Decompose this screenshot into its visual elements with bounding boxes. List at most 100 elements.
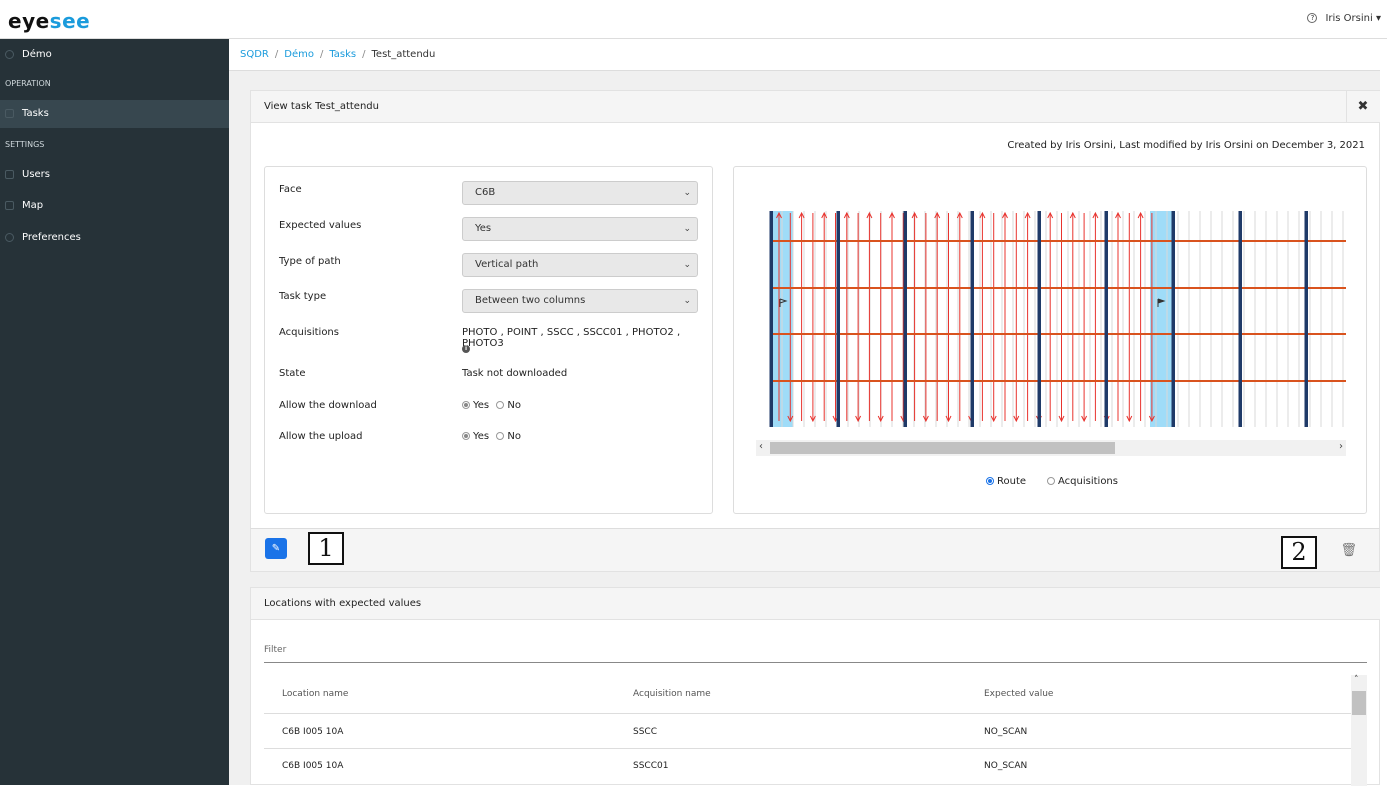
route-arrow xyxy=(855,415,862,423)
eyesee-logo[interactable]: eyesee xyxy=(8,9,91,33)
trash-icon: 🗑 xyxy=(1340,543,1357,558)
task-type-select[interactable]: Between two columns ⌄ xyxy=(462,289,698,313)
user-menu[interactable]: ? Iris Orsini ▾ xyxy=(1307,13,1381,24)
route-arrow xyxy=(956,211,963,219)
route-arrow xyxy=(1024,211,1031,219)
cell-location: C6B I005 10A xyxy=(282,727,344,737)
face-select[interactable]: C6B ⌄ xyxy=(462,181,698,205)
locations-panel: Locations with expected values Filter Lo… xyxy=(250,587,1381,786)
route-arrow xyxy=(877,415,884,423)
map-icon xyxy=(5,201,14,210)
sidebar-item-label: Users xyxy=(22,169,51,180)
route-arrow xyxy=(1013,415,1020,423)
breadcrumb: SQDR / Démo / Tasks / Test_attendu xyxy=(229,39,1387,71)
main-content: SQDR / Démo / Tasks / Test_attendu View task T… xyxy=(229,39,1387,786)
scrollbar-thumb[interactable] xyxy=(1352,691,1366,715)
scrollbar-thumb[interactable] xyxy=(770,442,1115,454)
close-button[interactable]: ✖ xyxy=(1346,91,1379,123)
route-map[interactable] xyxy=(754,207,1346,427)
sidebar-item-demo[interactable]: Démo xyxy=(0,41,229,69)
route-map-panel: ‹ › Route Acquisitions xyxy=(733,166,1367,514)
view-task-panel: View task Test_attendu ✖ Created by Iris… xyxy=(250,90,1381,572)
expected-values-select[interactable]: Yes ⌄ xyxy=(462,217,698,241)
edit-button[interactable]: ✎ xyxy=(265,538,287,559)
task-type-label: Task type xyxy=(279,291,327,302)
route-arrow xyxy=(922,415,929,423)
sidebar-item-label: Map xyxy=(22,200,44,211)
upload-yes-radio[interactable]: Yes xyxy=(462,431,489,442)
map-horizontal-scrollbar[interactable]: ‹ › xyxy=(756,440,1346,456)
edit-icon: ✎ xyxy=(271,543,281,554)
circle-icon xyxy=(5,50,14,59)
path-type-select[interactable]: Vertical path ⌄ xyxy=(462,253,698,277)
cell-expected: NO_SCAN xyxy=(984,727,1028,737)
route-arrow xyxy=(979,211,986,219)
route-arrow xyxy=(889,211,895,219)
chevron-down-icon: ⌄ xyxy=(683,188,691,198)
scroll-up-icon[interactable]: ˄ xyxy=(1354,675,1359,685)
delete-button[interactable]: 🗑 xyxy=(1340,543,1357,558)
section-operation: OPERATION xyxy=(5,79,51,88)
route-arrow xyxy=(934,211,941,219)
state-label: State xyxy=(279,368,306,379)
path-type-label: Type of path xyxy=(279,256,341,267)
route-arrow xyxy=(911,211,918,219)
rack-column xyxy=(903,211,907,427)
task-form: Face C6B ⌄ Expected values Yes ⌄ Type of p… xyxy=(264,166,713,514)
route-arrow xyxy=(1058,415,1065,423)
top-bar: eyesee ? Iris Orsini ▾ xyxy=(0,0,1387,39)
scroll-left-icon[interactable]: ‹ xyxy=(759,441,763,452)
users-icon xyxy=(5,170,14,179)
rack-column xyxy=(1171,211,1175,427)
acquisitions-value: PHOTO , POINT , SSCC , SSCC01 , PHOTO2 ,… xyxy=(462,327,681,349)
rack-column xyxy=(836,211,840,427)
download-yes-radio[interactable]: Yes xyxy=(462,400,489,411)
filter-input[interactable]: Filter xyxy=(264,645,1367,663)
panel-title: View task Test_attendu xyxy=(251,91,1381,123)
route-arrow xyxy=(1126,415,1133,423)
state-value: Task not downloaded xyxy=(462,368,568,379)
route-arrow xyxy=(990,415,997,423)
route-arrow xyxy=(1092,211,1099,219)
callout-1: 1 xyxy=(308,532,344,565)
route-arrow xyxy=(843,211,850,219)
rack-column xyxy=(970,211,974,427)
help-icon[interactable]: ? xyxy=(1307,13,1318,23)
upload-no-radio[interactable]: No xyxy=(496,431,521,442)
allow-upload-radio-group: Yes No xyxy=(462,431,521,442)
route-radio[interactable]: Route xyxy=(986,476,1026,487)
breadcrumb-current: Test_attendu xyxy=(371,49,436,60)
allow-upload-label: Allow the upload xyxy=(279,431,363,442)
chevron-down-icon: ▾ xyxy=(1375,13,1381,24)
sidebar-item-users[interactable]: Users xyxy=(0,161,229,189)
route-arrow xyxy=(1081,415,1088,423)
chevron-down-icon: ⌄ xyxy=(683,224,691,234)
allow-download-label: Allow the download xyxy=(279,400,377,411)
breadcrumb-link-sqdr[interactable]: SQDR xyxy=(240,49,269,60)
breadcrumb-link-tasks[interactable]: Tasks xyxy=(329,49,357,60)
sidebar-item-preferences[interactable]: Preferences xyxy=(0,224,229,252)
chevron-down-icon: ⌄ xyxy=(683,296,691,306)
sidebar-item-label: Preferences xyxy=(22,232,81,243)
download-no-radio[interactable]: No xyxy=(496,400,521,411)
user-name[interactable]: Iris Orsini xyxy=(1325,13,1373,24)
cell-expected: NO_SCAN xyxy=(984,761,1028,771)
sidebar-item-map[interactable]: Map xyxy=(0,192,229,220)
route-arrow xyxy=(1115,211,1121,219)
route-arrow xyxy=(1047,211,1054,219)
allow-download-radio-group: Yes No xyxy=(462,400,521,411)
sidebar-item-tasks[interactable]: Tasks xyxy=(0,100,229,128)
route-arrow xyxy=(1002,211,1008,219)
route-arrow xyxy=(821,211,828,219)
highlight-band xyxy=(1150,211,1172,427)
route-arrow xyxy=(776,211,782,219)
table-vertical-scrollbar[interactable]: ˄ xyxy=(1351,675,1367,786)
breadcrumb-link-demo[interactable]: Démo xyxy=(284,49,314,60)
column-header-location[interactable]: Location name xyxy=(282,689,349,699)
acquisitions-radio[interactable]: Acquisitions xyxy=(1047,476,1118,487)
column-header-expected[interactable]: Expected value xyxy=(984,689,1054,699)
close-icon: ✖ xyxy=(1357,99,1369,114)
column-header-acquisition[interactable]: Acquisition name xyxy=(633,689,711,699)
scroll-right-icon[interactable]: › xyxy=(1339,441,1343,452)
info-icon[interactable]: i xyxy=(462,342,470,353)
